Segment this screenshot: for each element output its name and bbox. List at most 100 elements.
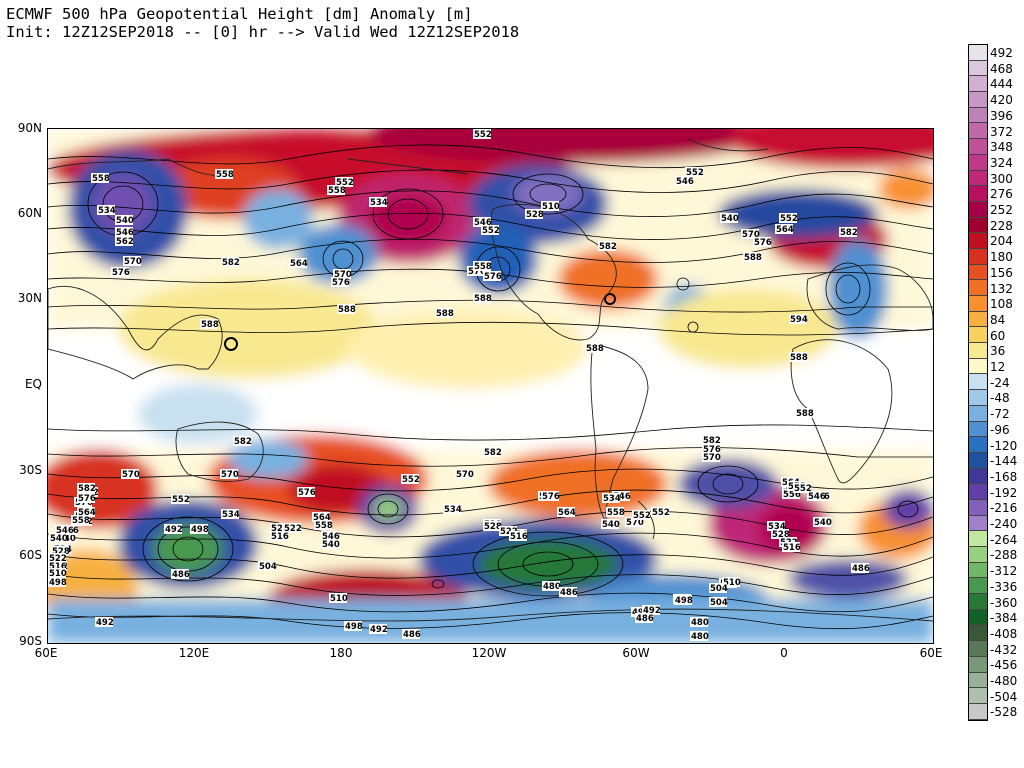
height-label-text-32: 582	[599, 242, 617, 252]
height-label-63: 486	[402, 629, 421, 640]
colorbar-cell	[969, 358, 987, 375]
height-label-text-108: 480	[691, 632, 709, 642]
height-label-text-130: 510	[49, 569, 67, 579]
height-label-57: 498	[190, 524, 209, 535]
colorbar-cell	[969, 217, 987, 234]
colorbar-cell	[969, 515, 987, 532]
height-label-text-69: 504	[710, 598, 728, 608]
height-label-78: 540	[601, 519, 620, 530]
height-label-24: 546	[675, 176, 694, 187]
height-label-text-44: 576	[298, 488, 316, 498]
height-label-19: 558	[473, 261, 492, 272]
height-label-23: 552	[685, 167, 704, 178]
colorbar-label: -144	[990, 454, 1018, 469]
height-label-text-35: 588	[201, 320, 219, 330]
height-label-0: 552	[473, 129, 492, 140]
height-label-58: 492	[164, 524, 183, 535]
colorbar-label: 156	[990, 265, 1013, 280]
height-label-51: 534	[221, 509, 240, 520]
height-label-60: 480	[542, 581, 561, 592]
height-label-text-22: 510	[542, 202, 560, 212]
map-title: ECMWF 500 hPa Geopotential Height [dm] A…	[6, 5, 473, 23]
height-label-79: 564	[557, 507, 576, 518]
colorbar-label: -24	[990, 375, 1010, 390]
colorbar-cell	[969, 248, 987, 265]
height-label-32: 582	[598, 241, 617, 252]
height-label-text-77: 546	[613, 492, 631, 502]
height-label-text-34: 588	[338, 305, 356, 315]
colorbar-label: 132	[990, 281, 1013, 296]
height-label-text-40: 588	[796, 409, 814, 419]
height-label-72: 486	[559, 587, 578, 598]
height-label-47: 558	[314, 520, 333, 531]
height-label-text-30: 582	[840, 228, 858, 238]
colorbar-cell	[969, 264, 987, 281]
height-label-62: 492	[369, 624, 388, 635]
colorbar-cell	[969, 60, 987, 77]
colorbar-cell	[969, 437, 987, 453]
height-label-text-122: 576	[78, 494, 96, 504]
height-label-text-20: 576	[484, 272, 502, 282]
colorbar-label: -432	[990, 642, 1018, 657]
height-label-text-11: 576	[112, 268, 130, 278]
colorbar-cell	[969, 656, 987, 673]
height-label-text-60: 480	[543, 582, 561, 592]
colorbar-cell	[969, 531, 987, 547]
height-label-36: 588	[435, 308, 454, 319]
height-label-text-31: 588	[744, 253, 762, 263]
colorbar-label: 348	[990, 140, 1013, 155]
height-label-11: 576	[111, 267, 130, 278]
colorbar-cell	[969, 296, 987, 312]
height-label-30: 582	[839, 227, 858, 238]
lat-label-30s: 30S	[19, 463, 42, 477]
colorbar-label: -96	[990, 422, 1010, 437]
height-label-124: 558	[71, 515, 90, 526]
height-label-text-16: 546	[474, 218, 492, 228]
lon-label-120w: 120W	[471, 646, 507, 660]
lon-label-180: 180	[329, 646, 353, 660]
height-label-text-100: 540	[814, 518, 832, 528]
height-label-107: 498	[674, 595, 693, 606]
height-label-text-94: 576	[703, 445, 721, 455]
colorbar-label: 252	[990, 203, 1013, 217]
height-label-21: 528	[525, 209, 544, 220]
height-label-41: 582	[233, 436, 252, 447]
colorbar	[968, 44, 988, 721]
colorbar-cell	[969, 499, 987, 516]
colorbar-label: -72	[990, 407, 1010, 422]
height-label-121: 582	[77, 483, 96, 494]
height-label-40: 588	[795, 408, 814, 419]
height-label-99: 546	[807, 491, 826, 502]
colorbar-cell	[969, 374, 987, 391]
height-label-text-56: 504	[259, 562, 277, 572]
height-label-text-75: 492	[643, 606, 661, 616]
colorbar-cell	[969, 76, 987, 93]
height-label-48: 552	[171, 494, 190, 505]
colorbar-label: 468	[990, 61, 1013, 76]
height-label-102: 528	[771, 529, 790, 540]
height-label-91: 552	[651, 507, 670, 518]
height-label-93: 582	[702, 435, 721, 446]
height-label-25: 540	[720, 213, 739, 224]
height-label-53: 522	[283, 523, 302, 534]
height-label-text-65: 552	[402, 475, 420, 485]
height-label-text-37: 594	[790, 315, 808, 325]
colorbar-cell	[969, 625, 987, 642]
height-label-text-18: 576	[468, 267, 486, 277]
height-label-text-46: 564	[313, 513, 331, 523]
height-label-text-23: 552	[686, 168, 704, 178]
colorbar-label: -360	[990, 595, 1018, 610]
height-label-9: 562	[115, 236, 134, 247]
height-label-59: 486	[171, 569, 190, 580]
height-label-text-127: 528	[52, 547, 70, 557]
colorbar-cell	[969, 233, 987, 249]
colorbar-cell	[969, 703, 987, 720]
height-label-16: 546	[473, 217, 492, 228]
colorbar-cell	[969, 107, 987, 124]
height-label-text-29: 576	[754, 238, 772, 248]
height-label-text-45: 570	[456, 470, 474, 480]
colorbar-label: -504	[990, 689, 1018, 704]
height-label-text-12: 582	[222, 258, 240, 268]
lon-label-0: 0	[780, 646, 788, 660]
colorbar-label: -528	[990, 705, 1018, 720]
